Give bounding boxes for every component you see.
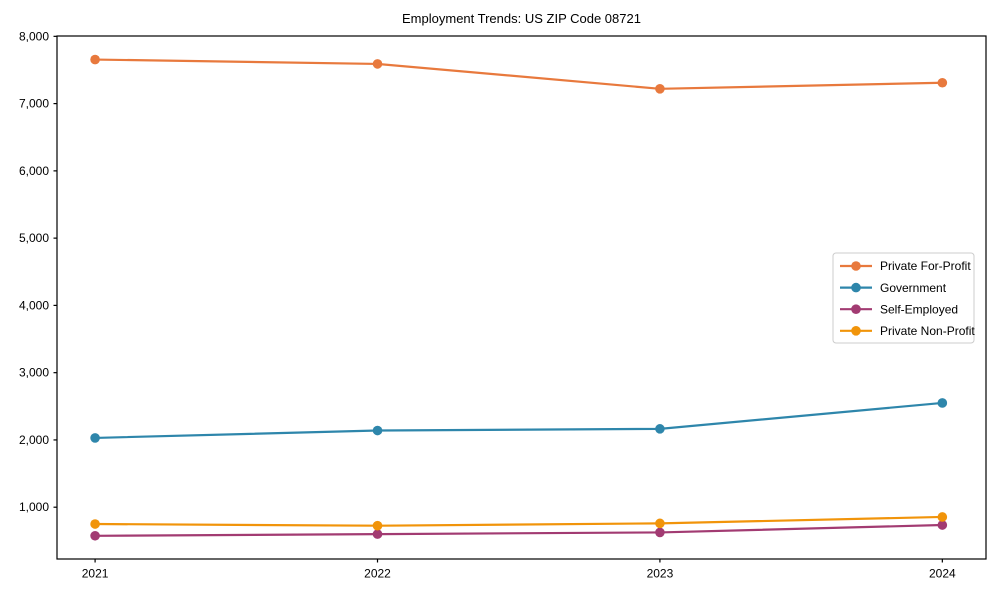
x-tick-label: 2024 — [929, 567, 956, 581]
data-point-self-employed-2024 — [937, 520, 948, 530]
data-point-private-for-profit-2022 — [372, 59, 383, 69]
data-point-government-2024 — [937, 398, 948, 408]
data-point-private-non-profit-2024 — [937, 512, 948, 522]
chart-title: Employment Trends: US ZIP Code 08721 — [402, 11, 641, 26]
plot-area: 1,000 2,000 3,000 4,000 5,000 6,000 7,000 8,000… — [19, 29, 987, 581]
data-point-government-2021 — [90, 433, 100, 443]
data-point-private-non-profit-2021 — [90, 519, 100, 529]
legend-box — [832, 252, 975, 344]
legend-label-self-employed: Self-Employed — [880, 302, 958, 316]
legend-label-private-non-profit: Private Non-Profit — [880, 324, 975, 338]
data-point-self-employed-2022 — [372, 529, 383, 539]
data-point-government-2022 — [372, 425, 383, 436]
x-tick-label: 2021 — [82, 567, 109, 581]
data-point-private-for-profit-2024 — [937, 77, 948, 88]
series-line-private-non-profit — [93, 515, 944, 527]
legend-label-private-for-profit: Private For-Profit — [880, 259, 971, 273]
x-tick-label: 2022 — [364, 567, 391, 581]
y-tick-label: 5,000 — [19, 231, 49, 245]
series-line-government — [93, 401, 944, 440]
series-line-private-for-profit — [93, 58, 944, 90]
series-line-self-employed — [93, 523, 944, 537]
data-point-government-2023 — [655, 424, 665, 434]
plot-border — [56, 35, 987, 560]
y-tick-label: 8,000 — [19, 29, 49, 43]
y-tick-label: 6,000 — [19, 164, 49, 178]
data-point-private-non-profit-2023 — [655, 518, 665, 529]
y-tick-label: 1,000 — [19, 500, 49, 514]
data-point-self-employed-2021 — [90, 530, 100, 541]
y-tick-label: 7,000 — [19, 97, 49, 111]
legend-label-government: Government — [880, 281, 947, 295]
y-tick-label: 3,000 — [19, 366, 49, 380]
y-tick-label: 4,000 — [19, 298, 49, 312]
y-tick-label: 2,000 — [19, 433, 49, 447]
x-tick-label: 2023 — [647, 567, 674, 581]
data-point-self-employed-2023 — [655, 527, 665, 538]
legend-marker-self-employed — [851, 304, 861, 315]
legend-marker-government — [851, 282, 861, 293]
legend-marker-private-for-profit — [851, 261, 861, 271]
data-point-private-non-profit-2022 — [372, 520, 383, 531]
data-point-private-for-profit-2023 — [655, 84, 665, 94]
legend-marker-private-non-profit — [851, 326, 861, 336]
data-point-private-for-profit-2021 — [90, 54, 100, 65]
